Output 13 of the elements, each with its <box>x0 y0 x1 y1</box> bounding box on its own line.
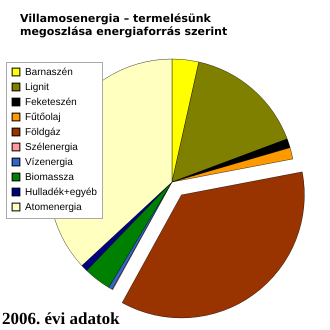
legend-label: Barnaszén <box>25 67 73 78</box>
legend-label: Vízenergia <box>25 157 74 168</box>
legend-label: Biomassza <box>25 172 74 183</box>
legend-label: Fűtőolaj <box>25 112 61 123</box>
text: megoszlása energiaforrás szerint <box>20 25 228 38</box>
legend-label: Hulladék+egyéb <box>25 187 98 198</box>
legend-label: Szélenergia <box>25 142 78 153</box>
legend-label: Földgáz <box>25 127 61 138</box>
legend-label: Lignit <box>25 82 50 93</box>
legend-label: Atomenergia <box>25 202 82 213</box>
text: Villamosenergia – termelésünk <box>20 12 211 25</box>
legend-label: Feketeszén <box>25 97 77 108</box>
text: 2006. évi adatok <box>2 309 120 328</box>
